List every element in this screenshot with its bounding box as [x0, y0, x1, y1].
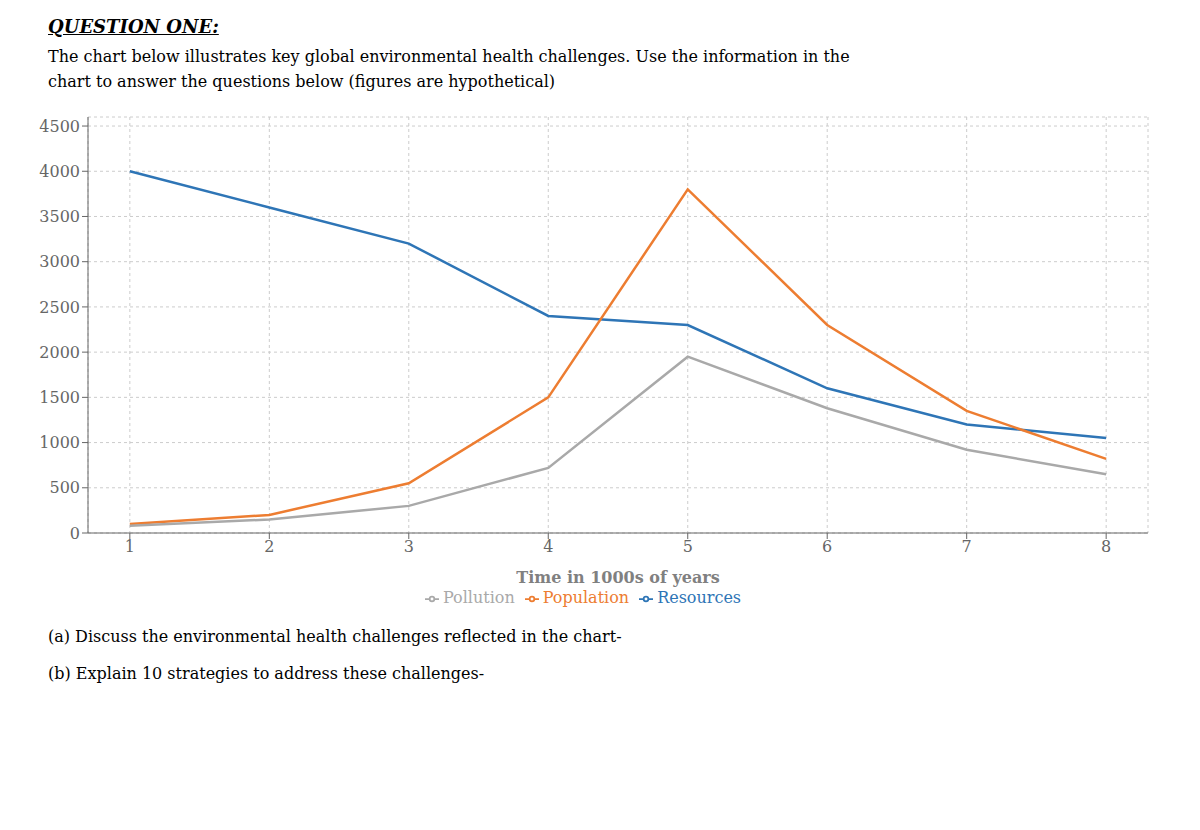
svg-text:2500: 2500 — [39, 298, 80, 317]
html-text:(a) Discuss the environmental: (a) Discuss the environmental health cha… — [48, 627, 622, 646]
html-text:Resources: Resources — [657, 588, 742, 607]
svg-text:3500: 3500 — [39, 207, 80, 226]
svg-text:4000: 4000 — [39, 162, 80, 181]
svg-text:4: 4 — [543, 537, 553, 556]
svg-text:500: 500 — [49, 478, 80, 497]
svg-text:7: 7 — [962, 537, 972, 556]
svg-text:0: 0 — [70, 524, 80, 543]
html-text:QUESTION ONE:: QUESTION ONE: — [48, 16, 219, 37]
svg-text:5: 5 — [683, 537, 693, 556]
svg-text:3000: 3000 — [39, 252, 80, 271]
svg-text:2000: 2000 — [39, 343, 80, 362]
html-text:The chart below illustrates ke: The chart below illustrates key global e… — [48, 47, 850, 66]
html-text:Population: Population — [542, 588, 630, 607]
svg-text:1000: 1000 — [39, 433, 80, 452]
svg-text:Time in 1000s of years: Time in 1000s of years — [516, 568, 719, 587]
svg-text:6: 6 — [822, 537, 832, 556]
svg-text:4500: 4500 — [39, 117, 80, 136]
svg-text:2: 2 — [264, 537, 274, 556]
html-text:chart to answer the questions: chart to answer the questions below (fig… — [48, 72, 556, 91]
svg-text:1: 1 — [125, 537, 135, 556]
html-text:Pollution: Pollution — [442, 588, 515, 607]
svg-text:3: 3 — [404, 537, 414, 556]
svg-text:1500: 1500 — [39, 388, 80, 407]
html-text:(b) Explain 10 strategies to a: (b) Explain 10 strategies to address the… — [48, 664, 485, 683]
svg-text:8: 8 — [1101, 537, 1111, 556]
